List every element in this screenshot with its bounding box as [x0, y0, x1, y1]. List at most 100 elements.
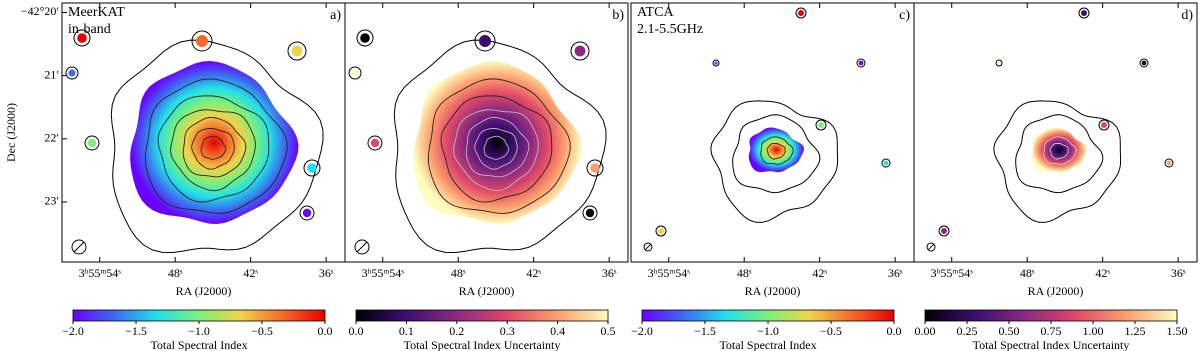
colorbar-tick-label: −0.5 [820, 324, 842, 338]
source [1141, 60, 1147, 66]
frame [344, 2, 629, 263]
colorbar-tick-label: −2.0 [631, 324, 653, 338]
source [1101, 122, 1107, 128]
source [291, 45, 303, 57]
contour [1049, 142, 1069, 160]
source [590, 163, 600, 173]
contour [815, 119, 827, 131]
contour [732, 114, 821, 194]
panel-label: b) [612, 8, 624, 23]
contour [182, 116, 247, 178]
colorbar-tick-label: 0.0 [349, 324, 364, 338]
colorbar-tick-label: −1.5 [125, 324, 147, 338]
colorbar-label: Total Spectral Index [150, 338, 247, 351]
x-tick-label: 48ˢ [737, 266, 752, 280]
colorbar-tick-label: 0.3 [500, 324, 515, 338]
beam-hatch [356, 241, 368, 253]
x-axis-label: RA (J2000) [745, 284, 801, 298]
image [62, 3, 345, 262]
contour [712, 59, 720, 67]
beam-hatch [73, 241, 85, 253]
y-tick-label: 23′ [44, 194, 59, 208]
source [818, 122, 824, 128]
contour [474, 30, 496, 52]
x-tick-label: 42ˢ [812, 266, 827, 280]
colorbar [355, 309, 609, 322]
contour [570, 41, 590, 61]
image [631, 3, 914, 262]
x-tick-label: 42ˢ [243, 266, 258, 280]
y-tick-label: 22′ [44, 131, 59, 145]
contour [191, 127, 235, 170]
source [941, 228, 947, 234]
contour [1078, 7, 1090, 19]
source [479, 35, 491, 47]
source [858, 60, 864, 66]
x-tick-label: 36ˢ [1171, 266, 1186, 280]
contour [200, 135, 227, 160]
contour [795, 7, 807, 19]
contour [191, 30, 213, 52]
annotation: 2.1-5.5GHz [637, 22, 703, 37]
source [1166, 160, 1172, 166]
x-tick-label: 48ˢ [168, 266, 183, 280]
contour [170, 109, 256, 192]
y-tick-label: 21′ [44, 67, 59, 81]
x-axis-label: RA (J2000) [1028, 284, 1084, 298]
contour [303, 159, 321, 177]
colorbar-tick-label: 0.0 [887, 324, 902, 338]
source [574, 45, 586, 57]
image [345, 3, 628, 262]
contour [483, 135, 510, 160]
beam-hatch [927, 243, 935, 251]
colorbar-tick-label: 1.00 [1083, 324, 1104, 338]
emission [748, 127, 804, 173]
annotation: ATCA [637, 5, 674, 20]
outer-contour [993, 100, 1122, 223]
panel-label: c) [899, 8, 910, 23]
contour [766, 142, 786, 160]
source [1081, 10, 1087, 16]
contour [356, 29, 374, 47]
colorbar-tick-label: 0.1 [399, 324, 414, 338]
x-tick-label: 48ˢ [1020, 266, 1035, 280]
contour [1015, 114, 1104, 194]
x-tick-label: 48ˢ [451, 266, 466, 280]
emission [1031, 127, 1087, 173]
contour [995, 59, 1003, 67]
panel: b) 3ʰ55ᵐ54ˢ 48ˢ 42ˢ 36ˢ RA (J2000) 0.0 0.1 0.2 0.… [344, 2, 629, 351]
colorbar-label: Total Spectral Index Uncertainty [973, 338, 1130, 351]
panel: c) ATCA 2.1-5.5GHz 3ʰ55ᵐ54ˢ 48ˢ 42ˢ 36ˢ RA (J20… [630, 2, 915, 351]
beam-hatch [644, 243, 652, 251]
source [87, 138, 97, 148]
colorbar-tick-label: 0.00 [915, 324, 936, 338]
contour [348, 66, 362, 80]
colorbar-label: Total Spectral Index [719, 338, 816, 351]
y-tick-label: −42°20′ [21, 4, 60, 18]
contour [582, 205, 598, 221]
source [307, 163, 317, 173]
contour [1139, 58, 1149, 68]
colorbar-tick-label: −1.5 [694, 324, 716, 338]
colorbar-tick-label: 0.50 [999, 324, 1020, 338]
source [351, 69, 359, 77]
contour [586, 159, 604, 177]
contour [474, 127, 518, 170]
contour [1043, 136, 1077, 165]
colorbar-tick-label: 0.25 [957, 324, 978, 338]
contour [73, 29, 91, 47]
colorbar [641, 309, 895, 322]
x-tick-label: 36ˢ [888, 266, 903, 280]
frame [913, 2, 1198, 263]
contour [1098, 119, 1110, 131]
contour [440, 95, 553, 203]
contour [367, 135, 383, 151]
y-axis-label: Dec (J2000) [4, 103, 18, 162]
outer-contour [110, 39, 324, 254]
contour [938, 225, 950, 237]
x-tick-label: 36ˢ [319, 266, 334, 280]
colorbar-tick-label: 0.2 [449, 324, 464, 338]
x-tick-label: 3ʰ55ᵐ54ˢ [79, 266, 122, 280]
panel: a) MeerKAT in-band 3ʰ55ᵐ54ˢ 48ˢ 42ˢ 36ˢ RA (J20… [4, 2, 346, 351]
